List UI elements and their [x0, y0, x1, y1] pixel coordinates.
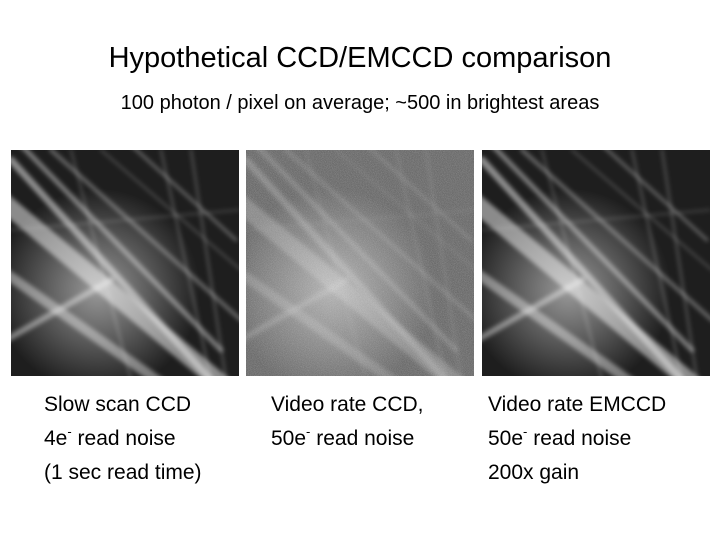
caption-line: Video rate EMCCD: [488, 393, 667, 416]
slow-scan-ccd-image: [11, 150, 239, 376]
caption-line: 200x gain: [488, 461, 580, 484]
video-rate-emccd-image: [482, 150, 710, 376]
video-rate-emccd-caption: Video rate EMCCD 50e- read noise 200x ga…: [488, 388, 666, 490]
caption-line: (1 sec read time): [44, 461, 202, 484]
slow-scan-ccd-caption: Slow scan CCD 4e- read noise (1 sec read…: [44, 388, 202, 490]
caption-line: 4e- read noise: [44, 424, 176, 450]
caption-line: 50e- read noise: [271, 424, 415, 450]
slide-subtitle: 100 photon / pixel on average; ~500 in b…: [120, 92, 600, 114]
caption-line: Video rate CCD,: [271, 393, 424, 416]
caption-line: Slow scan CCD: [44, 393, 192, 416]
caption-line: 50e- read noise: [488, 424, 632, 450]
slide-title: Hypothetical CCD/EMCCD comparison: [108, 42, 612, 74]
video-rate-ccd-caption: Video rate CCD, 50e- read noise: [271, 388, 424, 456]
video-rate-ccd-image: [246, 150, 474, 376]
